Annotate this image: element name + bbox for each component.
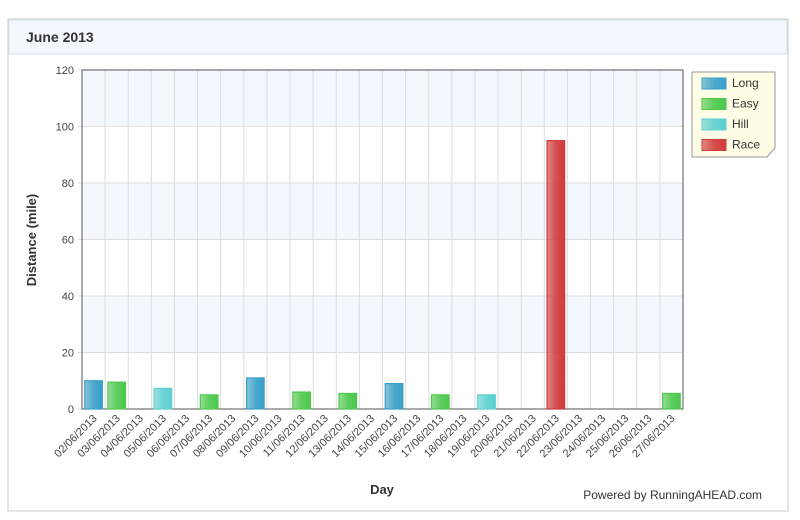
bar — [292, 391, 311, 410]
y-axis-label: Distance (mile) — [24, 194, 39, 286]
bar — [84, 380, 103, 410]
legend-box — [691, 71, 776, 158]
y-tick-label: 0 — [68, 404, 74, 416]
legend-swatch — [701, 77, 727, 90]
bar — [662, 392, 681, 410]
y-tick-label: 80 — [62, 178, 74, 190]
panel-title: June 2013 — [26, 29, 94, 45]
bar — [546, 140, 566, 410]
y-tick-label: 60 — [62, 235, 74, 247]
legend-label: Hill — [732, 117, 749, 131]
plot-border — [81, 69, 684, 410]
bar — [384, 382, 404, 410]
y-tick-label: 100 — [56, 122, 74, 134]
legend-swatch — [701, 98, 727, 110]
bar — [430, 394, 450, 410]
credit: Powered by RunningAHEAD.com — [583, 488, 762, 502]
bar — [338, 392, 358, 410]
y-tick-label: 120 — [56, 65, 74, 77]
bar — [199, 394, 219, 410]
bar — [245, 377, 265, 410]
legend-swatch — [701, 139, 727, 151]
legend-label: Race — [732, 138, 760, 152]
x-axis-label: Day — [370, 482, 395, 497]
bar — [153, 387, 173, 410]
legend-label: Long — [732, 76, 759, 90]
bar — [107, 381, 127, 410]
y-tick-label: 40 — [62, 291, 74, 303]
legend-label: Easy — [732, 97, 759, 111]
legend-swatch — [701, 118, 727, 131]
bar — [477, 394, 496, 410]
panel-header — [8, 19, 788, 55]
y-tick-label: 20 — [62, 348, 74, 360]
